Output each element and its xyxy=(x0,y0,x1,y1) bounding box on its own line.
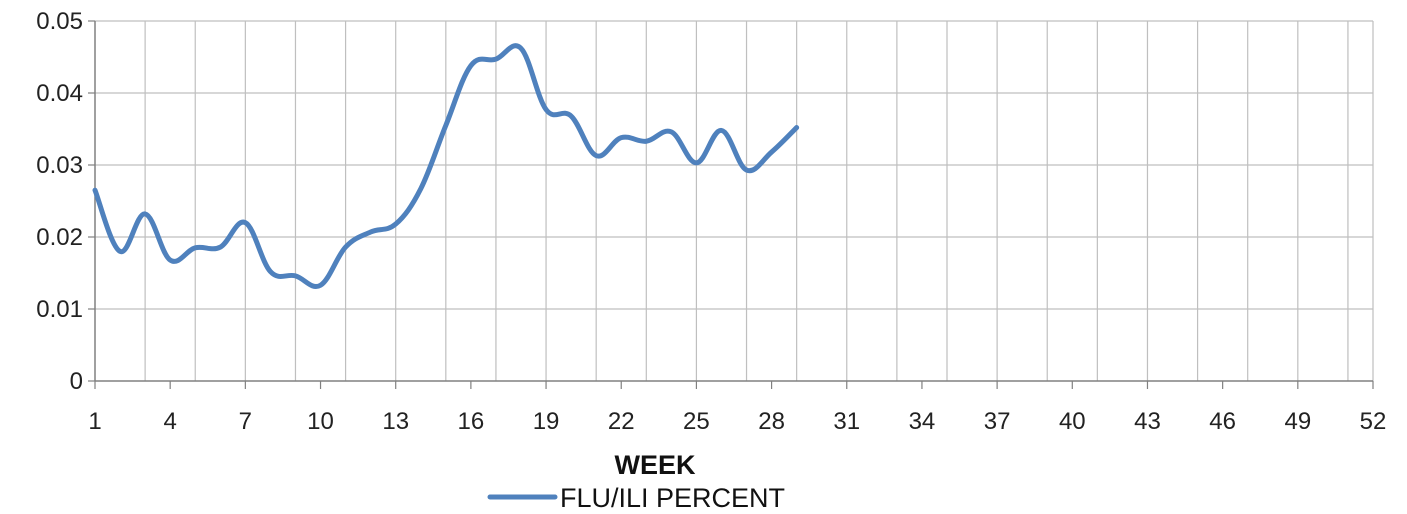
x-tick-label: 43 xyxy=(1134,408,1161,435)
chart-grid xyxy=(95,20,1374,381)
x-axis-label: WEEK xyxy=(615,450,697,480)
x-tick-label: 40 xyxy=(1059,408,1086,435)
x-tick-label: 49 xyxy=(1284,408,1311,435)
y-tick-label: 0.02 xyxy=(36,224,83,251)
legend: FLU/ILI PERCENT xyxy=(487,483,785,513)
legend-label: FLU/ILI PERCENT xyxy=(560,483,785,513)
x-tick-label: 1 xyxy=(88,408,101,435)
series-line xyxy=(92,43,800,289)
y-tick-label: 0.01 xyxy=(36,296,83,323)
x-tick-label: 16 xyxy=(458,408,485,435)
x-tick-label: 28 xyxy=(758,408,785,435)
y-tick-label: 0.04 xyxy=(36,80,83,107)
x-tick-label: 10 xyxy=(307,408,334,435)
x-tick-label: 13 xyxy=(382,408,409,435)
y-tick-label: 0.05 xyxy=(36,8,83,35)
x-tick-label: 34 xyxy=(909,408,936,435)
x-tick-label: 31 xyxy=(833,408,860,435)
y-tick-label: 0 xyxy=(70,368,83,395)
chart-axes xyxy=(94,21,1373,382)
x-tick-label: 46 xyxy=(1209,408,1236,435)
x-axis-ticks: 1 4 7 10 13 16 19 22 25 28 31 34 37 40 43 46 49 52 xyxy=(88,381,1386,435)
y-axis-ticks: 0 0.01 0.02 0.03 0.04 0.05 xyxy=(36,8,95,395)
x-tick-label: 37 xyxy=(984,408,1011,435)
chart-series xyxy=(92,43,800,289)
y-tick-label: 0.03 xyxy=(36,152,83,179)
x-tick-label: 7 xyxy=(239,408,252,435)
x-tick-label: 25 xyxy=(683,408,710,435)
x-tick-label: 52 xyxy=(1360,408,1387,435)
x-tick-label: 4 xyxy=(163,408,176,435)
x-tick-label: 22 xyxy=(608,408,635,435)
x-tick-label: 19 xyxy=(533,408,560,435)
